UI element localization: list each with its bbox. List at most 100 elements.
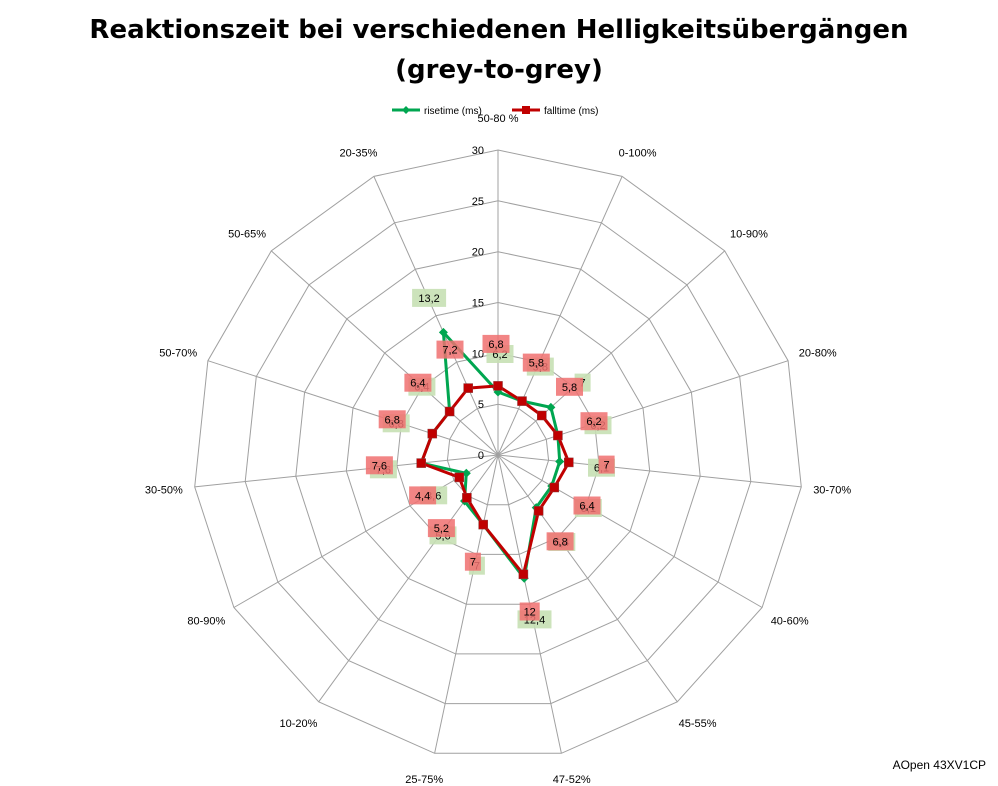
- grid-ring: [295, 251, 701, 655]
- grid-spoke: [434, 454, 499, 754]
- series-line: [419, 384, 571, 576]
- grid-spoke: [497, 360, 789, 456]
- grid-spoke: [270, 250, 499, 456]
- chart-legend: risetime (ms) falltime (ms): [392, 106, 598, 117]
- category-label: 50-70%: [159, 348, 197, 360]
- tick-label: 10: [472, 348, 484, 360]
- data-label: 6,8: [552, 536, 567, 548]
- category-label: 50-80 %: [478, 113, 519, 125]
- risetime-marker: [461, 468, 471, 478]
- category-label: 10-20%: [279, 718, 317, 730]
- falltime-marker: [517, 396, 527, 406]
- data-label: 7,6: [372, 460, 387, 472]
- data-label-bg: [412, 288, 447, 307]
- grid-spoke: [373, 176, 499, 456]
- chart-title: Reaktionszeit bei verschiedenen Helligke…: [0, 10, 998, 90]
- category-label: 30-50%: [145, 485, 183, 497]
- category-labels: 50-80 % 0-100% 10-90% 20-80% 30-70% 40-60% 45-…: [145, 113, 851, 786]
- monitor-model-annotation: AOpen 43XV1CP: [892, 758, 986, 772]
- falltime-marker: [549, 482, 560, 493]
- risetime-marker: [438, 327, 448, 337]
- grid-spoke: [207, 360, 499, 456]
- data-label: 6,2: [586, 416, 601, 428]
- category-label: 25-75%: [405, 774, 443, 786]
- category-label: 0-100%: [619, 148, 657, 160]
- tick-label: 0: [478, 450, 484, 462]
- data-label-bg: [522, 353, 550, 372]
- data-label: 7: [604, 460, 610, 472]
- category-label: 10-90%: [730, 229, 768, 241]
- category-label: 30-70%: [813, 485, 851, 497]
- data-label: 6,8: [385, 414, 400, 426]
- grid-spoke: [497, 250, 726, 456]
- grid-ring: [446, 403, 550, 506]
- data-label: 5,2: [434, 523, 449, 535]
- falltime-marker: [493, 381, 503, 391]
- falltime-marker: [463, 383, 473, 393]
- falltime-marker: [478, 519, 488, 530]
- legend-entry: risetime (ms): [424, 106, 482, 117]
- category-label: 50-65%: [228, 229, 266, 241]
- grid-spoke: [497, 454, 802, 488]
- tick-label: 30: [472, 145, 484, 157]
- data-label-bg: [519, 602, 540, 621]
- data-label-bg: [464, 552, 481, 571]
- data-label-bg: [580, 412, 608, 431]
- grid-ring: [194, 149, 802, 754]
- falltime-marker: [416, 458, 426, 468]
- data-label-bg: [556, 377, 583, 396]
- data-label-bg: [409, 486, 437, 505]
- category-label: 80-90%: [187, 616, 225, 628]
- tick-label: 25: [472, 196, 484, 208]
- tick-label: 15: [472, 298, 484, 310]
- grid-spoke: [497, 454, 763, 608]
- data-label: 7: [470, 557, 476, 569]
- data-label: 6,4: [579, 501, 594, 513]
- chart-title-line: Reaktionszeit bei verschiedenen Helligke…: [89, 15, 909, 45]
- grid-spoke: [233, 454, 499, 608]
- falltime-marker: [444, 406, 455, 417]
- radial-tick-labels: 0 5 10 15 20 25 30: [472, 145, 484, 462]
- risetime-marker: [546, 402, 556, 412]
- category-label: 40-60%: [771, 616, 809, 628]
- falltime-marker: [518, 569, 529, 580]
- category-label: 47-52%: [553, 774, 591, 786]
- grid-spoke: [497, 454, 678, 703]
- falltime-marker: [553, 430, 563, 441]
- data-label: 5,8: [562, 382, 577, 394]
- category-label: 20-35%: [339, 148, 377, 160]
- falltime-marker: [537, 410, 547, 421]
- data-label: 5,8: [529, 358, 544, 370]
- falltime-marker: [427, 428, 438, 439]
- legend-marker: [522, 106, 530, 114]
- data-label-bg: [404, 373, 432, 392]
- category-label: 20-80%: [799, 348, 837, 360]
- falltime-marker: [454, 472, 465, 483]
- grid-ring: [396, 352, 600, 555]
- data-label-bg: [427, 519, 455, 538]
- legend-entry: falltime (ms): [544, 106, 598, 117]
- data-label-bg: [482, 334, 510, 353]
- grid-spoke: [318, 454, 499, 703]
- chart-subtitle-line: (grey-to-grey): [395, 55, 603, 85]
- data-label: 4,4: [415, 490, 430, 502]
- risetime-marker: [555, 456, 565, 466]
- category-label: 45-55%: [679, 718, 717, 730]
- falltime-marker: [564, 457, 574, 468]
- falltime-marker: [533, 506, 544, 516]
- falltime-marker: [462, 493, 472, 503]
- data-label-bg: [546, 532, 574, 551]
- data-label: 13,2: [418, 293, 439, 305]
- grid-spoke: [497, 176, 623, 456]
- legend-marker: [402, 106, 410, 114]
- data-label: 6,4: [410, 378, 425, 390]
- data-label: 6,8: [488, 339, 503, 351]
- data-label-bg: [378, 410, 406, 429]
- grid-ring: [345, 301, 651, 605]
- data-label-bg: [573, 496, 601, 515]
- data-labels: 6,25,876,26,16,16,412,475,63,67,66,86,41…: [365, 288, 615, 629]
- data-label: 12: [524, 607, 536, 619]
- tick-label: 5: [478, 399, 484, 411]
- tick-label: 20: [472, 247, 484, 259]
